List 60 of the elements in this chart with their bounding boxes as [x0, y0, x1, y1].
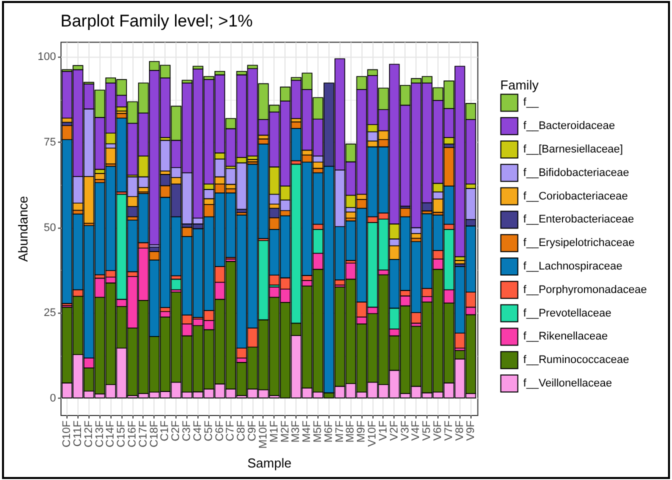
x-tick-label: C12F [82, 420, 95, 448]
legend-label: f__[Barnesiellaceae] [523, 144, 623, 156]
y-tick-label: 0 [50, 392, 56, 404]
x-tick-label: V8F [454, 420, 466, 441]
x-tick-label: V5F [421, 420, 434, 441]
legend-label: f__Prevotellaceae [523, 307, 612, 320]
y-axis-title: Abundance [16, 196, 31, 262]
y-tick-label: 50 [44, 222, 56, 234]
x-tick-label: C18F [148, 420, 160, 448]
x-tick-label: C10F [61, 420, 74, 448]
x-tick-label: V3F [399, 420, 412, 441]
x-tick-label: V7F [442, 420, 455, 441]
x-tick-label: C16F [126, 420, 139, 448]
x-tick-label: V10F [366, 420, 379, 447]
x-tick-label: M1F [268, 420, 280, 442]
legend-label: f__Lachnospiraceae [523, 260, 622, 272]
x-tick-label: C11F [72, 420, 84, 447]
x-tick-label: C14F [104, 420, 117, 448]
chart-title: Barplot Family level; >1% [60, 12, 253, 31]
x-tick-label: V2F [388, 420, 400, 441]
x-tick-label: C6F [214, 420, 226, 442]
x-tick-label: C15F [116, 420, 128, 448]
legend-label: f__Bacteroidaceae [523, 120, 616, 132]
x-tick-label: C17F [137, 420, 150, 448]
legend-label: f__Coriobacteriaceae [523, 190, 628, 202]
x-tick-label: C3F [181, 420, 194, 442]
x-tick-label: V4F [410, 420, 422, 441]
x-tick-label: M4F [301, 420, 314, 442]
legend-title: Family [500, 78, 540, 93]
x-tick-label: M8F [344, 420, 357, 442]
legend-label: f__Veillonellaceae [523, 378, 612, 390]
y-tick-label: 100 [38, 51, 56, 64]
legend-label: f__Ruminococcaceae [523, 354, 630, 366]
y-tick-label: 75 [44, 136, 56, 149]
x-tick-label: C9F [246, 420, 259, 442]
legend-label: f__Enterobacteriaceae [523, 214, 634, 226]
x-tick-label: V1F [377, 420, 390, 441]
x-tick-label: M5F [312, 420, 324, 442]
x-tick-label: C13F [94, 420, 106, 448]
legend-label: f__Erysipelotrichaceae [523, 237, 635, 250]
x-tick-label: M6F [322, 420, 335, 442]
x-tick-label: C2F [170, 420, 182, 442]
x-tick-label: M7F [334, 420, 346, 442]
x-tick-label: C4F [192, 420, 204, 442]
x-tick-label: C5F [202, 420, 215, 442]
legend-label: f__Porphyromonadaceae [523, 284, 647, 296]
x-tick-label: M2F [279, 420, 292, 442]
legend-label: f__Rikenellaceae [523, 330, 608, 343]
x-tick-label: M3F [290, 420, 302, 442]
legend-label: f__ [523, 96, 540, 109]
y-tick-label: 25 [44, 307, 56, 320]
x-tick-label: M10F [257, 420, 270, 449]
x-tick-label: C7F [224, 420, 237, 442]
x-axis-title: Sample [247, 456, 292, 471]
x-tick-label: V6F [432, 420, 444, 441]
x-tick-label: C8F [236, 420, 248, 442]
x-tick-label: M9F [356, 420, 368, 442]
x-tick-label: C1F [159, 420, 172, 442]
legend-label: f__Bifidobacteriaceae [523, 166, 630, 179]
x-tick-label: V9F [464, 420, 477, 441]
